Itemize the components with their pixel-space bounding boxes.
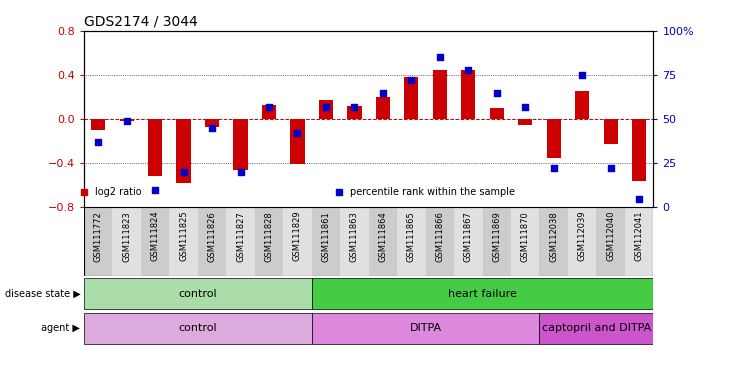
Point — [463, 66, 474, 73]
Point — [604, 166, 616, 172]
Point — [377, 89, 388, 96]
Text: captopril and DITPA: captopril and DITPA — [542, 323, 651, 333]
Bar — [84, 207, 112, 276]
Bar — [226, 207, 255, 276]
Text: GSM111863: GSM111863 — [350, 211, 359, 262]
Point — [121, 118, 133, 124]
Text: GSM111870: GSM111870 — [520, 211, 530, 262]
Bar — [426, 207, 454, 276]
Text: GSM111867: GSM111867 — [464, 211, 473, 262]
Text: agent ▶: agent ▶ — [42, 323, 80, 333]
Point — [149, 187, 161, 193]
Text: percentile rank within the sample: percentile rank within the sample — [350, 187, 515, 197]
Text: GSM111869: GSM111869 — [492, 211, 502, 262]
Text: control: control — [179, 289, 217, 299]
Text: GSM111772: GSM111772 — [93, 211, 103, 262]
Bar — [596, 207, 625, 276]
Text: GSM111824: GSM111824 — [150, 211, 160, 262]
Bar — [347, 106, 361, 119]
Text: GSM111826: GSM111826 — [207, 211, 217, 262]
Bar — [319, 100, 333, 119]
Point — [634, 195, 645, 202]
Bar — [120, 119, 134, 121]
Bar — [404, 77, 418, 119]
Bar — [568, 207, 596, 276]
Bar — [255, 207, 283, 276]
Bar — [234, 119, 247, 170]
Bar — [575, 91, 589, 119]
Point — [491, 89, 502, 96]
Text: log2 ratio: log2 ratio — [95, 187, 142, 197]
Point — [92, 139, 104, 145]
Bar — [461, 70, 475, 119]
Text: GSM111829: GSM111829 — [293, 211, 302, 262]
Text: GSM111825: GSM111825 — [179, 211, 188, 262]
Bar — [625, 207, 653, 276]
Bar — [198, 207, 226, 276]
Bar — [632, 119, 646, 181]
Text: GSM112039: GSM112039 — [577, 211, 587, 262]
Text: GSM111828: GSM111828 — [264, 211, 274, 262]
Point — [577, 72, 588, 78]
Bar — [177, 119, 191, 183]
Point — [434, 54, 445, 60]
Bar — [604, 119, 618, 144]
Text: GSM112040: GSM112040 — [606, 211, 615, 262]
Bar — [454, 207, 483, 276]
Text: GSM111861: GSM111861 — [321, 211, 331, 262]
Bar — [397, 207, 426, 276]
Bar — [483, 207, 511, 276]
Bar — [340, 207, 369, 276]
Text: control: control — [179, 323, 217, 333]
Bar — [291, 119, 304, 164]
Text: GSM112038: GSM112038 — [549, 211, 558, 262]
Point — [519, 104, 531, 110]
Bar — [312, 278, 653, 310]
Bar — [376, 97, 390, 119]
Point — [235, 169, 247, 175]
Bar — [490, 108, 504, 119]
Bar — [547, 119, 561, 158]
Bar — [283, 207, 312, 276]
Bar — [112, 207, 141, 276]
Bar — [539, 313, 653, 344]
Bar — [141, 207, 169, 276]
Text: heart failure: heart failure — [448, 289, 517, 299]
Point — [406, 77, 418, 83]
Text: GSM111827: GSM111827 — [236, 211, 245, 262]
Bar — [84, 278, 312, 310]
Text: GSM112041: GSM112041 — [634, 211, 644, 262]
Bar — [169, 207, 198, 276]
Point — [548, 166, 559, 172]
Bar — [369, 207, 397, 276]
Text: disease state ▶: disease state ▶ — [4, 289, 80, 299]
Point — [178, 169, 190, 175]
Bar — [312, 313, 539, 344]
Bar — [539, 207, 568, 276]
Point — [349, 104, 361, 110]
Bar — [148, 119, 162, 177]
Bar — [91, 119, 105, 130]
Bar — [433, 70, 447, 119]
Point — [292, 130, 304, 136]
Point — [320, 104, 331, 110]
Bar — [84, 313, 312, 344]
Text: GSM111865: GSM111865 — [407, 211, 416, 262]
Point — [206, 125, 218, 131]
Bar — [262, 105, 276, 119]
Bar — [518, 119, 532, 124]
Text: GSM111823: GSM111823 — [122, 211, 131, 262]
Bar — [312, 207, 340, 276]
Bar — [511, 207, 539, 276]
Text: GDS2174 / 3044: GDS2174 / 3044 — [84, 14, 198, 28]
Text: GSM111866: GSM111866 — [435, 211, 445, 262]
Text: GSM111864: GSM111864 — [378, 211, 388, 262]
Bar — [205, 119, 219, 127]
Text: DITPA: DITPA — [410, 323, 442, 333]
Point — [263, 104, 274, 110]
